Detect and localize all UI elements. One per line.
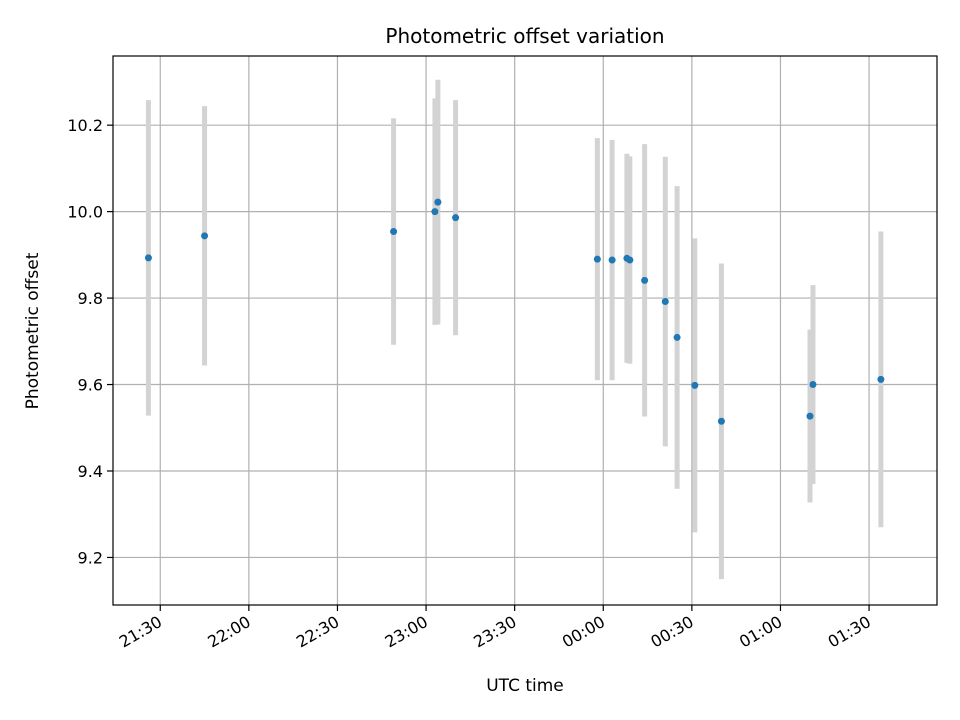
- data-point: [641, 276, 649, 284]
- data-point: [608, 256, 616, 264]
- x-axis-title: UTC time: [486, 676, 564, 696]
- chart-title: Photometric offset variation: [385, 24, 664, 48]
- y-tick-label: 10.0: [67, 203, 103, 222]
- data-point: [593, 255, 601, 263]
- data-point: [673, 333, 681, 341]
- data-point: [626, 256, 634, 264]
- data-points: [144, 198, 885, 425]
- data-point: [390, 228, 398, 236]
- data-point: [201, 232, 209, 240]
- y-tick-label: 9.2: [78, 548, 103, 567]
- data-point: [877, 375, 885, 383]
- data-point: [691, 381, 699, 389]
- y-axis-title: Photometric offset: [23, 252, 43, 409]
- data-point: [431, 208, 439, 216]
- grid: [113, 56, 937, 605]
- y-tick-label: 10.2: [67, 116, 103, 135]
- data-point: [144, 254, 152, 262]
- plot-frame: [112, 55, 938, 606]
- data-point: [434, 198, 442, 206]
- data-point: [452, 214, 460, 222]
- y-tick-label: 9.6: [78, 376, 103, 395]
- data-point: [661, 298, 669, 306]
- y-axis: 9.2 9.4 9.6 9.8 10.0 10.2: [67, 116, 113, 567]
- data-point: [717, 417, 725, 425]
- y-tick-label: 9.8: [78, 289, 103, 308]
- data-point: [806, 412, 814, 420]
- data-point: [809, 381, 817, 389]
- y-tick-label: 9.4: [78, 462, 103, 481]
